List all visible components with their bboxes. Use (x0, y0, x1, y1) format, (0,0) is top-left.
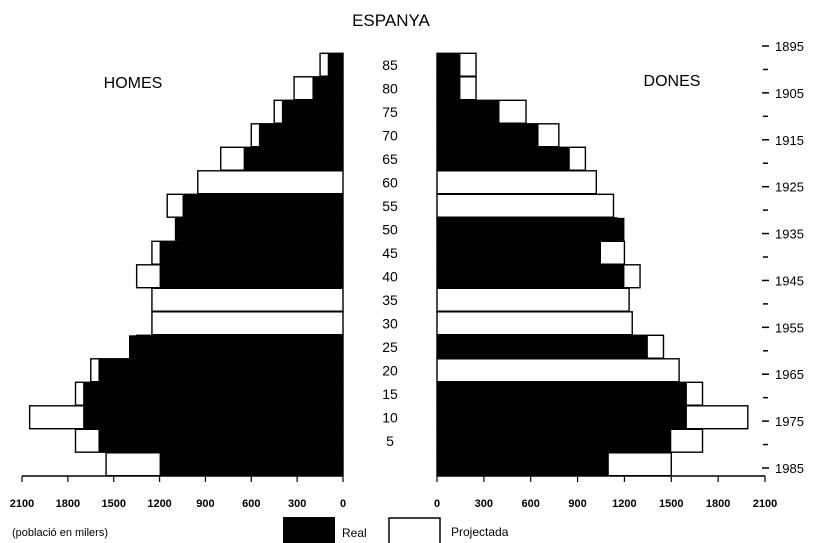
year-label-1935: 1935 (775, 227, 804, 242)
male-real-bar-0 (159, 452, 343, 476)
age-label-25: 25 (382, 339, 398, 355)
left-x-tick-label-900: 900 (196, 498, 214, 510)
right-x-tick-label-900: 900 (568, 498, 586, 510)
age-label-15: 15 (382, 386, 398, 402)
left-x-tick-label-1500: 1500 (101, 498, 125, 510)
female-real-bar-5 (437, 429, 672, 453)
right-x-tick-label-0: 0 (434, 498, 440, 510)
age-label-60: 60 (382, 174, 398, 190)
male-projected-bar-35 (151, 287, 344, 312)
left-x-tick-label-600: 600 (242, 498, 260, 510)
right-x-tick-label-300: 300 (475, 498, 493, 510)
age-label-70: 70 (382, 127, 398, 143)
right-x-tick-label-1200: 1200 (612, 498, 636, 510)
chart-title: ESPANYA (352, 11, 430, 30)
male-real-bar-25 (129, 335, 343, 359)
left-side-label: HOMES (104, 75, 163, 92)
legend: Real Projectada (283, 517, 509, 543)
female-projected-bar-55 (436, 193, 615, 218)
male-real-bar-5 (98, 429, 343, 453)
male-real-bar-40 (159, 264, 343, 288)
right-x-tick-label-1500: 1500 (659, 498, 683, 510)
legend-real-swatch (283, 517, 335, 543)
male-real-bar-45 (159, 241, 343, 265)
year-label-1955: 1955 (775, 320, 804, 335)
male-real-bar-10 (83, 405, 344, 429)
left-x-tick-label-0: 0 (340, 498, 346, 510)
female-real-bar-15 (437, 382, 687, 406)
female-real-bar-0 (437, 452, 609, 476)
female-real-bar-75 (437, 100, 500, 124)
x-axes: 0 0 300 300 600 600 900 900 1200 1200 1500 1500 1800… (10, 475, 777, 510)
age-label-40: 40 (382, 268, 398, 284)
male-real-bar-15 (83, 382, 344, 406)
male-real-bar-50 (174, 217, 343, 241)
male-real-bar-70 (258, 123, 343, 147)
female-bars (436, 52, 749, 477)
age-label-35: 35 (382, 292, 398, 308)
year-label-1975: 1975 (775, 414, 804, 429)
year-label-1915: 1915 (775, 133, 804, 148)
age-label-45: 45 (382, 245, 398, 261)
age-label-20: 20 (382, 362, 398, 378)
year-label-1985: 1985 (775, 461, 804, 476)
age-label-50: 50 (382, 221, 398, 237)
right-x-tick-label-600: 600 (522, 498, 540, 510)
female-real-bar-70 (437, 123, 539, 147)
legend-projected-label: Projectada (451, 525, 509, 539)
right-x-tick-label-1800: 1800 (706, 498, 730, 510)
year-label-1945: 1945 (775, 273, 804, 288)
male-bars (28, 52, 344, 477)
year-label-1895: 1895 (775, 39, 804, 54)
female-projected-bar-60 (436, 170, 598, 195)
female-real-bar-25 (437, 335, 648, 359)
age-label-65: 65 (382, 151, 398, 167)
age-label-30: 30 (382, 315, 398, 331)
male-real-bar-20 (98, 358, 343, 382)
age-label-10: 10 (382, 409, 398, 425)
female-projected-bar-30 (436, 311, 633, 336)
age-label-5: 5 (386, 433, 394, 449)
right-side-label: DONES (644, 73, 701, 90)
female-real-bar-65 (437, 147, 570, 171)
female-real-bar-80 (437, 76, 461, 100)
male-real-bar-65 (243, 147, 343, 171)
female-projected-bar-20 (436, 358, 680, 383)
right-x-tick-label-2100: 2100 (753, 498, 777, 510)
age-label-75: 75 (382, 104, 398, 120)
age-label-55: 55 (382, 198, 398, 214)
left-x-tick-label-300: 300 (288, 498, 306, 510)
age-label-85: 85 (382, 57, 398, 73)
male-real-bar-80 (312, 76, 343, 100)
year-label-1925: 1925 (775, 180, 804, 195)
female-real-bar-10 (437, 405, 687, 429)
year-label-1965: 1965 (775, 367, 804, 382)
left-x-tick-label-2100: 2100 (10, 498, 34, 510)
male-projected-bar-60 (197, 170, 344, 195)
year-label-1905: 1905 (775, 86, 804, 101)
age-label-80: 80 (382, 80, 398, 96)
female-projected-bar-35 (436, 287, 630, 312)
legend-real-label: Real (342, 526, 367, 540)
male-real-bar-85 (327, 53, 343, 77)
left-x-tick-label-1800: 1800 (56, 498, 80, 510)
female-real-bar-40 (437, 264, 625, 288)
female-real-bar-85 (437, 53, 461, 77)
unit-note: (població en milers) (12, 527, 108, 539)
age-labels: 5 10 15 20 25 30 35 40 45 50 55 60 65 70 75 80 85 (382, 57, 398, 449)
legend-projected-swatch (388, 517, 441, 543)
left-x-tick-label-1200: 1200 (147, 498, 171, 510)
male-real-bar-55 (182, 194, 343, 218)
year-axis: 1895 1905 1915 1925 1935 1945 1955 1965 1975 1985 (762, 39, 804, 476)
male-real-bar-75 (281, 100, 343, 124)
male-projected-bar-30 (151, 311, 344, 336)
female-real-bar-50 (437, 217, 625, 241)
female-real-bar-45 (437, 241, 601, 265)
